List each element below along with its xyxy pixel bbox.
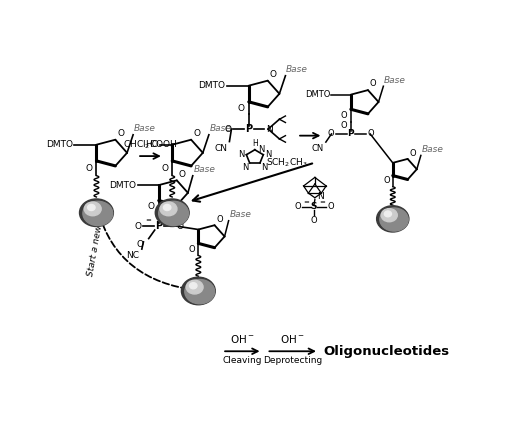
Text: S: S (311, 202, 317, 211)
Text: N: N (317, 192, 323, 201)
Text: CHCl$_2$COOH: CHCl$_2$COOH (123, 139, 178, 151)
Text: DMTO: DMTO (46, 140, 73, 149)
Text: O: O (193, 129, 200, 138)
Text: DMTO: DMTO (305, 90, 330, 99)
Text: Cleaving: Cleaving (223, 356, 262, 365)
Text: O: O (409, 149, 416, 158)
Circle shape (84, 202, 101, 216)
Text: HO: HO (145, 140, 159, 149)
Text: H: H (252, 139, 258, 148)
Circle shape (384, 211, 392, 217)
Text: Base: Base (134, 124, 156, 133)
Circle shape (88, 204, 95, 210)
Text: Base: Base (210, 124, 231, 133)
Text: Base: Base (422, 145, 444, 154)
Circle shape (185, 279, 215, 304)
Text: SCH$_2$CH$_3$: SCH$_2$CH$_3$ (266, 157, 308, 169)
Text: =: = (319, 199, 325, 205)
Text: O: O (238, 104, 245, 112)
Text: O: O (270, 70, 277, 79)
Text: O: O (341, 111, 347, 120)
Text: O: O (294, 202, 301, 211)
Text: O: O (311, 216, 317, 225)
Text: O: O (341, 121, 347, 130)
Text: CN: CN (312, 144, 324, 153)
Text: O: O (327, 130, 334, 138)
Circle shape (163, 204, 171, 210)
Text: Base: Base (384, 75, 406, 85)
Circle shape (80, 199, 113, 227)
Text: O: O (328, 202, 334, 211)
Circle shape (181, 277, 215, 305)
Text: N: N (265, 150, 271, 159)
Text: Start a new cycle: Start a new cycle (86, 199, 109, 277)
Text: O: O (118, 129, 124, 138)
Circle shape (83, 201, 113, 225)
Text: NC: NC (126, 251, 139, 260)
Circle shape (190, 283, 197, 289)
Text: O: O (135, 222, 142, 230)
Text: CN: CN (214, 144, 227, 153)
Circle shape (376, 206, 409, 232)
Circle shape (155, 199, 189, 227)
Text: =: = (303, 199, 309, 205)
Text: O: O (179, 170, 186, 178)
Circle shape (160, 202, 177, 216)
Text: O: O (225, 124, 232, 134)
Text: Oligonucleotides: Oligonucleotides (323, 345, 449, 358)
Text: Base: Base (229, 210, 251, 219)
Circle shape (159, 201, 188, 225)
Circle shape (186, 280, 203, 294)
Text: N: N (238, 150, 244, 159)
Text: O: O (85, 164, 93, 173)
Text: O: O (188, 245, 195, 254)
Text: OH$^-$: OH$^-$ (280, 334, 305, 345)
Circle shape (380, 208, 408, 231)
Text: N: N (266, 124, 272, 134)
Text: O: O (148, 202, 155, 211)
Text: O: O (161, 164, 168, 173)
Text: O: O (216, 215, 223, 224)
Text: Base: Base (286, 65, 308, 74)
Text: DMTO: DMTO (199, 81, 225, 90)
Text: Deprotecting: Deprotecting (263, 356, 322, 365)
Text: DMTO: DMTO (110, 181, 137, 190)
Text: O: O (370, 80, 376, 89)
Circle shape (381, 209, 397, 222)
Text: Base: Base (193, 165, 215, 174)
Text: O: O (383, 176, 390, 185)
Text: O: O (368, 130, 374, 138)
Text: N: N (261, 164, 267, 173)
Text: OH$^-$: OH$^-$ (230, 334, 255, 345)
Text: P: P (155, 221, 162, 231)
Text: P: P (347, 130, 354, 138)
Text: O: O (136, 240, 144, 249)
Text: N: N (258, 144, 265, 154)
Text: N: N (242, 164, 249, 173)
Text: O: O (176, 222, 184, 230)
Text: P: P (245, 124, 252, 134)
Text: =: = (145, 218, 151, 224)
